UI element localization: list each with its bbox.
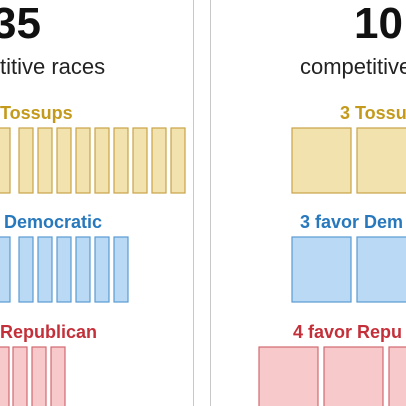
race-box bbox=[170, 127, 186, 194]
caption: titive races bbox=[0, 54, 106, 79]
race-box bbox=[50, 346, 66, 406]
race-box bbox=[31, 346, 47, 406]
group-label: Democratic bbox=[4, 212, 103, 232]
race-box bbox=[323, 346, 384, 406]
race-box bbox=[94, 127, 110, 194]
race-box bbox=[0, 236, 11, 303]
race-box bbox=[291, 127, 352, 194]
caption: competitive bbox=[300, 54, 406, 79]
race-box bbox=[75, 236, 91, 303]
divider bbox=[193, 0, 194, 406]
race-box bbox=[37, 127, 53, 194]
group-label: Tossups bbox=[0, 103, 73, 123]
race-box bbox=[113, 127, 129, 194]
race-box bbox=[56, 236, 72, 303]
race-box bbox=[12, 346, 28, 406]
race-box bbox=[151, 127, 167, 194]
race-box bbox=[356, 127, 406, 194]
race-box bbox=[0, 127, 11, 194]
race-box bbox=[37, 236, 53, 303]
race-box bbox=[18, 236, 34, 303]
race-box bbox=[94, 236, 110, 303]
race-box bbox=[291, 236, 352, 303]
race-box bbox=[75, 127, 91, 194]
group-label: 3 favor Dem bbox=[300, 212, 404, 232]
race-box bbox=[388, 346, 406, 406]
race-box bbox=[356, 236, 406, 303]
race-box bbox=[113, 236, 129, 303]
race-box bbox=[56, 127, 72, 194]
race-count: 35 bbox=[0, 0, 41, 48]
race-box bbox=[0, 346, 10, 406]
divider bbox=[210, 0, 211, 406]
race-box bbox=[132, 127, 148, 194]
group-label: Republican bbox=[0, 322, 98, 342]
group-label: 4 favor Repu bbox=[293, 322, 403, 342]
race-box bbox=[258, 346, 319, 406]
group-label: 3 Tossu bbox=[340, 103, 406, 123]
race-count: 10 bbox=[354, 0, 403, 48]
race-box bbox=[18, 127, 34, 194]
